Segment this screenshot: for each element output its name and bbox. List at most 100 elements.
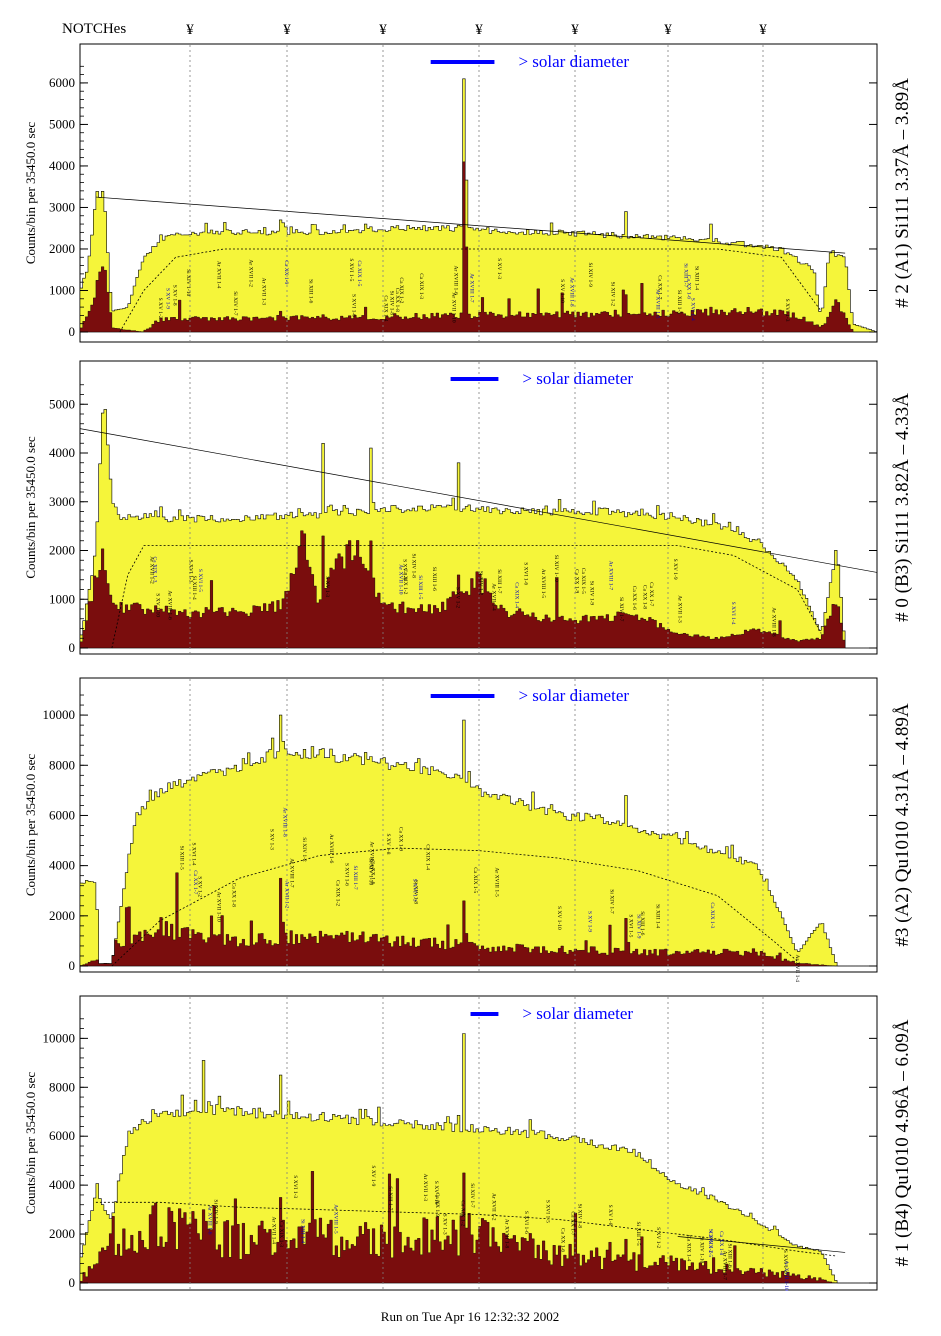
line-id-label: Si XIV 1-2	[707, 1229, 713, 1254]
line-id-label: Ca XIX 1-5	[356, 260, 362, 286]
line-id-label: Si XIII 1-5	[635, 1222, 641, 1246]
line-id-label: Si XIII 1-6	[431, 567, 437, 591]
line-id-label: Si XIV 1-7	[618, 597, 624, 622]
line-id-label: S XVI 1-3	[187, 560, 193, 583]
line-id-label: S XVI 1-5	[628, 914, 634, 937]
line-id-label: S XVI 1-3	[292, 1175, 298, 1198]
line-id-label: Ar XVII 1-4	[216, 261, 222, 289]
y-tick-label: 0	[69, 958, 76, 973]
line-id-label: S XV 1-10	[556, 906, 562, 930]
line-id-label: Si XIV 1-2	[610, 282, 616, 307]
line-id-label: Si XIII 1-5	[179, 846, 185, 870]
line-id-label: Ca XX 1-9	[283, 260, 289, 284]
y-tick-label: 8000	[49, 1079, 75, 1094]
y-tick-label: 2000	[49, 543, 75, 558]
continuum-histogram	[79, 409, 877, 649]
panel-frame	[79, 360, 878, 655]
fit-line	[79, 428, 878, 573]
line-id-label: Ca XX 1-6	[560, 1228, 566, 1252]
line-id-label: Ca XX 1-8	[231, 883, 237, 907]
y-tick-label: 10000	[43, 707, 76, 722]
y-tick-label: 10000	[43, 1030, 76, 1045]
line-id-label: Ar XVII 1-3	[422, 1174, 428, 1202]
line-id-label: Si XIV 1-8	[388, 291, 394, 316]
line-id-label: Ca XIX 1-2	[402, 568, 408, 594]
line-id-label: Si XIII 1-7	[496, 569, 502, 593]
solar-diameter-label: > solar diameter	[518, 52, 629, 71]
y-tick-label: 3000	[49, 494, 75, 509]
line-id-label: Ca XIX 1-2	[334, 880, 340, 906]
line-id-label: Ca XX 1-7	[192, 870, 198, 894]
line-id-label: Ca XIX 1-4	[685, 1235, 691, 1261]
line-id-label: Ca XIX 1-5	[472, 867, 478, 893]
notch-marker-6: ¥	[664, 22, 672, 38]
line-id-label: Ar XVIII 1-5	[493, 867, 499, 897]
line-id-label: S XVI 1-5	[545, 1200, 551, 1223]
line-id-label: Ca XX 1-8	[394, 288, 400, 312]
solar-diameter-label: > solar diameter	[518, 686, 629, 705]
line-id-label: Ca XIX 1-2	[459, 1200, 465, 1226]
line-id-label: Si XIV 1-7	[609, 889, 615, 914]
panel-side-label: # 1 (B4) Qu1010 4.96Å – 6.09Å	[892, 1019, 913, 1266]
y-tick-label: 5000	[49, 396, 75, 411]
line-id-label: S XV 1-8	[385, 834, 391, 855]
model-curve	[111, 545, 822, 649]
notch-marker-4: ¥	[475, 22, 483, 38]
line-id-label: Si XIII 1-5	[676, 290, 682, 314]
line-id-label: S XV 1-9	[587, 911, 593, 932]
line-id-label: S XV 1-8	[402, 559, 408, 580]
line-id-label: Si XIII 1-6	[307, 279, 313, 303]
line-id-label: Ar XVIII 1-7	[288, 858, 294, 888]
line-id-label: Ar XVII 1-4	[491, 583, 497, 611]
line-id-label: S XV 1-2	[455, 587, 461, 608]
line-id-label: Ca XX 1-9	[573, 569, 579, 593]
panel-frame	[79, 677, 878, 973]
line-id-label: Ar XVII 1-10	[215, 892, 221, 922]
emission-lines-histogram	[79, 872, 877, 967]
line-id-label: S XV 1-9	[164, 288, 170, 309]
y-tick-label: 8000	[49, 757, 75, 772]
line-id-label: Ca XX 1-9	[397, 827, 403, 851]
line-id-label: S XV 1-3	[324, 576, 330, 597]
line-id-label: S XV 1-8	[172, 285, 178, 306]
model-curve	[119, 248, 822, 333]
line-id-label: Ar XVIII 1-8	[504, 1219, 510, 1249]
y-axis-label: Counts/bin per 35450.0 sec	[23, 122, 38, 264]
line-id-label: Si XIII 1-6	[639, 911, 645, 935]
line-id-label: Si XIV 1-9	[587, 263, 593, 288]
line-id-label: Ca XX 1-8	[718, 1231, 724, 1255]
y-tick-label: 3000	[49, 199, 75, 214]
y-axis-label: Counts/bin per 35450.0 sec	[23, 1072, 38, 1214]
line-id-label: Ca XIX 1-4	[424, 844, 430, 870]
line-id-label: Ar XVIII 1-5	[655, 289, 661, 319]
line-id-label: Ar XVIII 1-6	[452, 266, 458, 296]
line-id-label: Ar XVII 1-10	[783, 1261, 789, 1291]
notch-marker-2: ¥	[283, 22, 291, 38]
panel-frame	[79, 43, 878, 343]
y-axis-label: Counts/bin per 35450.0 sec	[23, 436, 38, 578]
line-id-label: Si XIII 1-4	[299, 1219, 305, 1243]
line-id-label: Ar XVIII 1-5	[333, 1204, 339, 1234]
line-id-label: S XV 1-3	[441, 1214, 447, 1235]
line-id-label: Ar XVIII 1-8	[282, 807, 288, 837]
panel-frame	[79, 995, 878, 1291]
y-tick-label: 4000	[49, 445, 75, 460]
line-id-label: Ar XVIII 1-8	[771, 607, 777, 637]
line-id-label: Si XIV 1-7	[469, 1183, 475, 1208]
line-id-label: S XVI 1-3	[784, 299, 790, 322]
line-id-label: Ca XIX 1-3	[418, 273, 424, 299]
line-id-label: Ca XX 1-8	[641, 585, 647, 609]
line-id-label: Si XIV 1-9	[588, 581, 594, 606]
y-tick-label: 0	[69, 324, 76, 339]
y-tick-label: 2000	[49, 241, 75, 256]
line-id-label: Ca XIX 1-5	[707, 1231, 713, 1257]
line-id-label: S XV 1-2	[157, 298, 163, 319]
line-id-label: Ar XVIII 1-6	[328, 834, 334, 864]
line-id-label: S XV 1-2	[655, 1227, 661, 1248]
y-tick-label: 0	[69, 1275, 76, 1290]
line-id-label: Si XIII 1-4	[654, 904, 660, 928]
y-tick-label: 0	[69, 640, 76, 655]
y-tick-label: 2000	[49, 1226, 75, 1241]
